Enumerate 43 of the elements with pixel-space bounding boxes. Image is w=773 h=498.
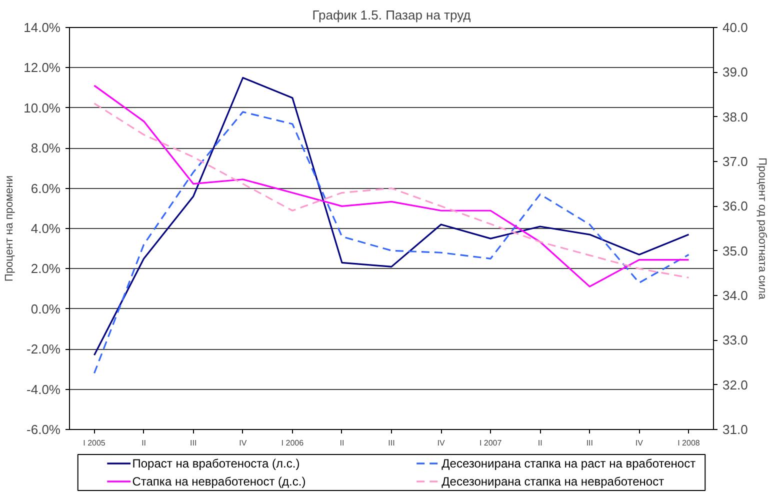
y2-tick-label: 36.0 — [722, 198, 748, 214]
x-tick-label: II — [538, 438, 542, 448]
y2-tick-label: 35.0 — [722, 243, 748, 258]
legend-label: Десезонирана стапка на невработеност — [442, 474, 665, 488]
y-tick-label: 6.0% — [30, 180, 61, 196]
y2-axis-title: Процент од работната сила — [756, 158, 768, 300]
y2-tick-label: 32.0 — [722, 377, 748, 392]
y2-tick-label: 38.0 — [722, 109, 748, 124]
y-tick-label: -6.0% — [26, 422, 61, 437]
y2-tick-label: 40.0 — [722, 20, 748, 35]
x-tick-label: I 2007 — [479, 438, 502, 448]
line-series — [93, 111, 690, 374]
y-tick-label: 2.0% — [30, 261, 61, 276]
x-tick-label: II — [340, 438, 344, 448]
y-tick-label: 4.0% — [30, 221, 61, 236]
y2-tick-label: 33.0 — [722, 332, 748, 348]
legend-label: Десезонирана стапка на раст на вработеност — [442, 456, 696, 470]
y-tick-label: 14.0% — [24, 20, 61, 35]
x-tick-label: II — [142, 438, 146, 448]
y2-tick-label: 34.0 — [722, 288, 748, 303]
y-tick-label: -4.0% — [26, 382, 61, 397]
x-tick-label: III — [586, 438, 593, 448]
x-tick-label: IV — [635, 438, 644, 448]
legend-label: Стапка на невработеност (д.с.) — [132, 474, 306, 488]
chart-title: График 1.5. Пазар на труд — [312, 8, 472, 22]
x-tick-label: I 2008 — [678, 438, 700, 448]
y-tick-label: 12.0% — [24, 60, 61, 76]
x-tick-label: III — [388, 438, 395, 448]
y-tick-label: 8.0% — [30, 140, 61, 156]
x-tick-label: IV — [239, 438, 248, 448]
line-series — [93, 76, 690, 356]
legend-label: Пораст на вработеноста (л.с.) — [132, 456, 300, 470]
y2-tick-label: 39.0 — [722, 64, 748, 80]
y-tick-label: 10.0% — [24, 100, 61, 116]
x-tick-label: I 2006 — [281, 438, 304, 448]
x-tick-label: III — [190, 438, 197, 448]
y2-tick-label: 37.0 — [722, 154, 748, 169]
x-tick-label: IV — [437, 438, 446, 448]
y2-tick-label: 31.0 — [722, 422, 748, 437]
y-tick-label: -2.0% — [26, 342, 61, 357]
x-tick-label: I 2005 — [83, 438, 106, 448]
y-axis-title: Процент на промени — [4, 176, 16, 282]
y-tick-label: 0.0% — [30, 301, 61, 316]
